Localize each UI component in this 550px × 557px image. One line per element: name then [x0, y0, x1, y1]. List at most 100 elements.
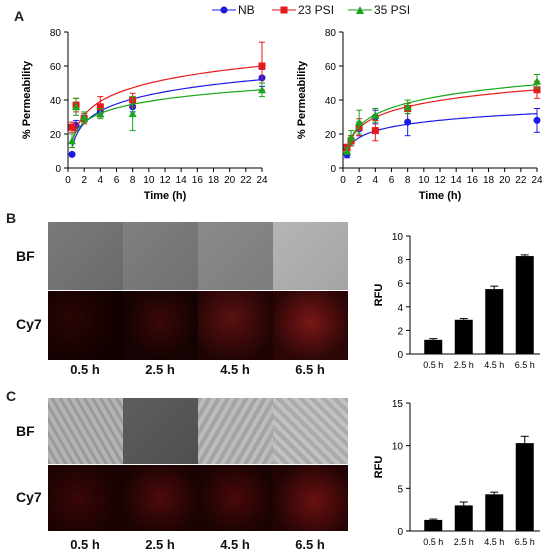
data-point: [347, 133, 356, 141]
cy7-tile-b-4: [273, 291, 348, 360]
y-tick-label: 2: [397, 326, 403, 337]
x-tick-label: 0.5 h: [423, 360, 443, 370]
y-tick-label: 0: [397, 350, 403, 361]
bf-tile-b-2: [123, 222, 198, 290]
data-point: [96, 103, 104, 111]
x-axis-label: Time (h): [419, 190, 462, 202]
fit-curve-23-psi: [346, 89, 538, 150]
y-tick-label: 80: [325, 28, 337, 39]
x-tick-label: 0: [65, 175, 71, 186]
data-point: [404, 118, 412, 126]
row-label-cy7-c: Cy7: [16, 489, 42, 505]
bar: [454, 505, 473, 531]
time-label-b-3: 4.5 h: [220, 362, 250, 377]
x-tick-label: 4: [98, 175, 104, 186]
rfu-bar-chart-c: 0 5 10 15 RFU 0.5 h 2.5 h 4.5 h 6.5 h: [373, 399, 540, 547]
y-axis-label: RFU: [373, 456, 385, 479]
x-tick-label: 24: [531, 175, 543, 186]
bf-tile-b-3: [198, 222, 273, 290]
x-tick-label: 16: [467, 175, 479, 186]
x-tick-label: 8: [130, 175, 136, 186]
cy7-tile-c-1: [48, 465, 123, 531]
data-point: [80, 113, 89, 121]
x-tick-label: 8: [405, 175, 411, 186]
x-tick-label: 20: [224, 175, 236, 186]
x-tick-label: 0.5 h: [423, 537, 443, 547]
cy7-tile-c-2: [123, 465, 198, 531]
rfu-bar-chart-b: 0 2 4 6 8 10 RFU 0.5 h 2.5 h 4.5 h 6.5 h: [373, 232, 540, 370]
time-label-b-4: 6.5 h: [295, 362, 325, 377]
x-tick-label: 6: [114, 175, 120, 186]
bf-tile-c-1: [48, 398, 123, 464]
y-tick-label: 60: [50, 62, 62, 73]
x-tick-label: 10: [418, 175, 430, 186]
x-tick-label: 2: [356, 175, 362, 186]
fit-curve-35-psi: [346, 84, 538, 150]
cy7-tile-b-1: [48, 291, 123, 360]
row-label-cy7-b: Cy7: [16, 316, 42, 332]
y-tick-label: 10: [392, 442, 404, 453]
data-point: [403, 102, 412, 111]
x-tick-label: 18: [208, 175, 220, 186]
data-point: [258, 62, 266, 70]
data-point: [96, 109, 105, 118]
legend-label-23psi: 23 PSI: [298, 3, 335, 17]
x-tick-label: 16: [192, 175, 204, 186]
y-tick-label: 0: [55, 164, 61, 175]
x-tick-label: 6: [389, 175, 395, 186]
bar: [515, 443, 534, 531]
y-tick-label: 6: [397, 279, 403, 290]
data-point: [533, 86, 541, 94]
data-point: [68, 123, 76, 131]
bar: [515, 256, 534, 354]
y-tick-label: 80: [50, 28, 62, 39]
data-point: [343, 147, 352, 155]
x-tick-label: 18: [483, 175, 495, 186]
data-point: [355, 118, 364, 126]
legend-label-35psi: 35 PSI: [374, 3, 411, 17]
cy7-tile-b-2: [123, 291, 198, 360]
y-tick-label: 0: [397, 527, 403, 538]
y-axis-label: % Permeability: [296, 60, 308, 139]
fit-curve-35-psi: [71, 89, 263, 142]
time-label-c-3: 4.5 h: [220, 537, 250, 552]
bar: [424, 339, 443, 354]
y-tick-label: 40: [325, 96, 337, 107]
x-tick-label: 2.5 h: [454, 360, 474, 370]
data-point: [371, 111, 380, 119]
bf-tile-b-4: [273, 222, 348, 290]
data-point: [533, 116, 541, 124]
y-tick-label: 4: [397, 303, 403, 314]
cy7-tile-b-3: [198, 291, 273, 360]
x-tick-label: 22: [515, 175, 527, 186]
data-point: [68, 136, 77, 145]
y-tick-label: 40: [50, 96, 62, 107]
x-tick-label: 4.5 h: [484, 537, 504, 547]
y-tick-label: 5: [397, 484, 403, 495]
y-tick-label: 20: [325, 130, 337, 141]
x-tick-label: 14: [451, 175, 463, 186]
bar: [485, 494, 504, 531]
x-tick-label: 4: [373, 175, 379, 186]
bar: [454, 319, 473, 354]
x-tick-label: 6.5 h: [515, 360, 535, 370]
time-label-c-2: 2.5 h: [145, 537, 175, 552]
bar: [424, 519, 443, 531]
data-point: [68, 150, 76, 158]
x-tick-label: 10: [143, 175, 155, 186]
panel-letter-a: A: [14, 8, 25, 24]
y-axis-label: % Permeability: [21, 60, 33, 139]
x-tick-label: 14: [176, 175, 188, 186]
time-label-b-1: 0.5 h: [70, 362, 100, 377]
data-point: [128, 109, 137, 118]
bf-tile-c-2: [123, 398, 198, 464]
data-point: [72, 102, 81, 111]
bf-tile-b-1: [48, 222, 123, 290]
data-point: [371, 127, 379, 135]
y-tick-label: 20: [50, 130, 62, 141]
x-tick-label: 12: [434, 175, 446, 186]
time-label-c-4: 6.5 h: [295, 537, 325, 552]
row-label-bf-c: BF: [16, 423, 35, 439]
bf-tile-c-4: [273, 398, 348, 464]
